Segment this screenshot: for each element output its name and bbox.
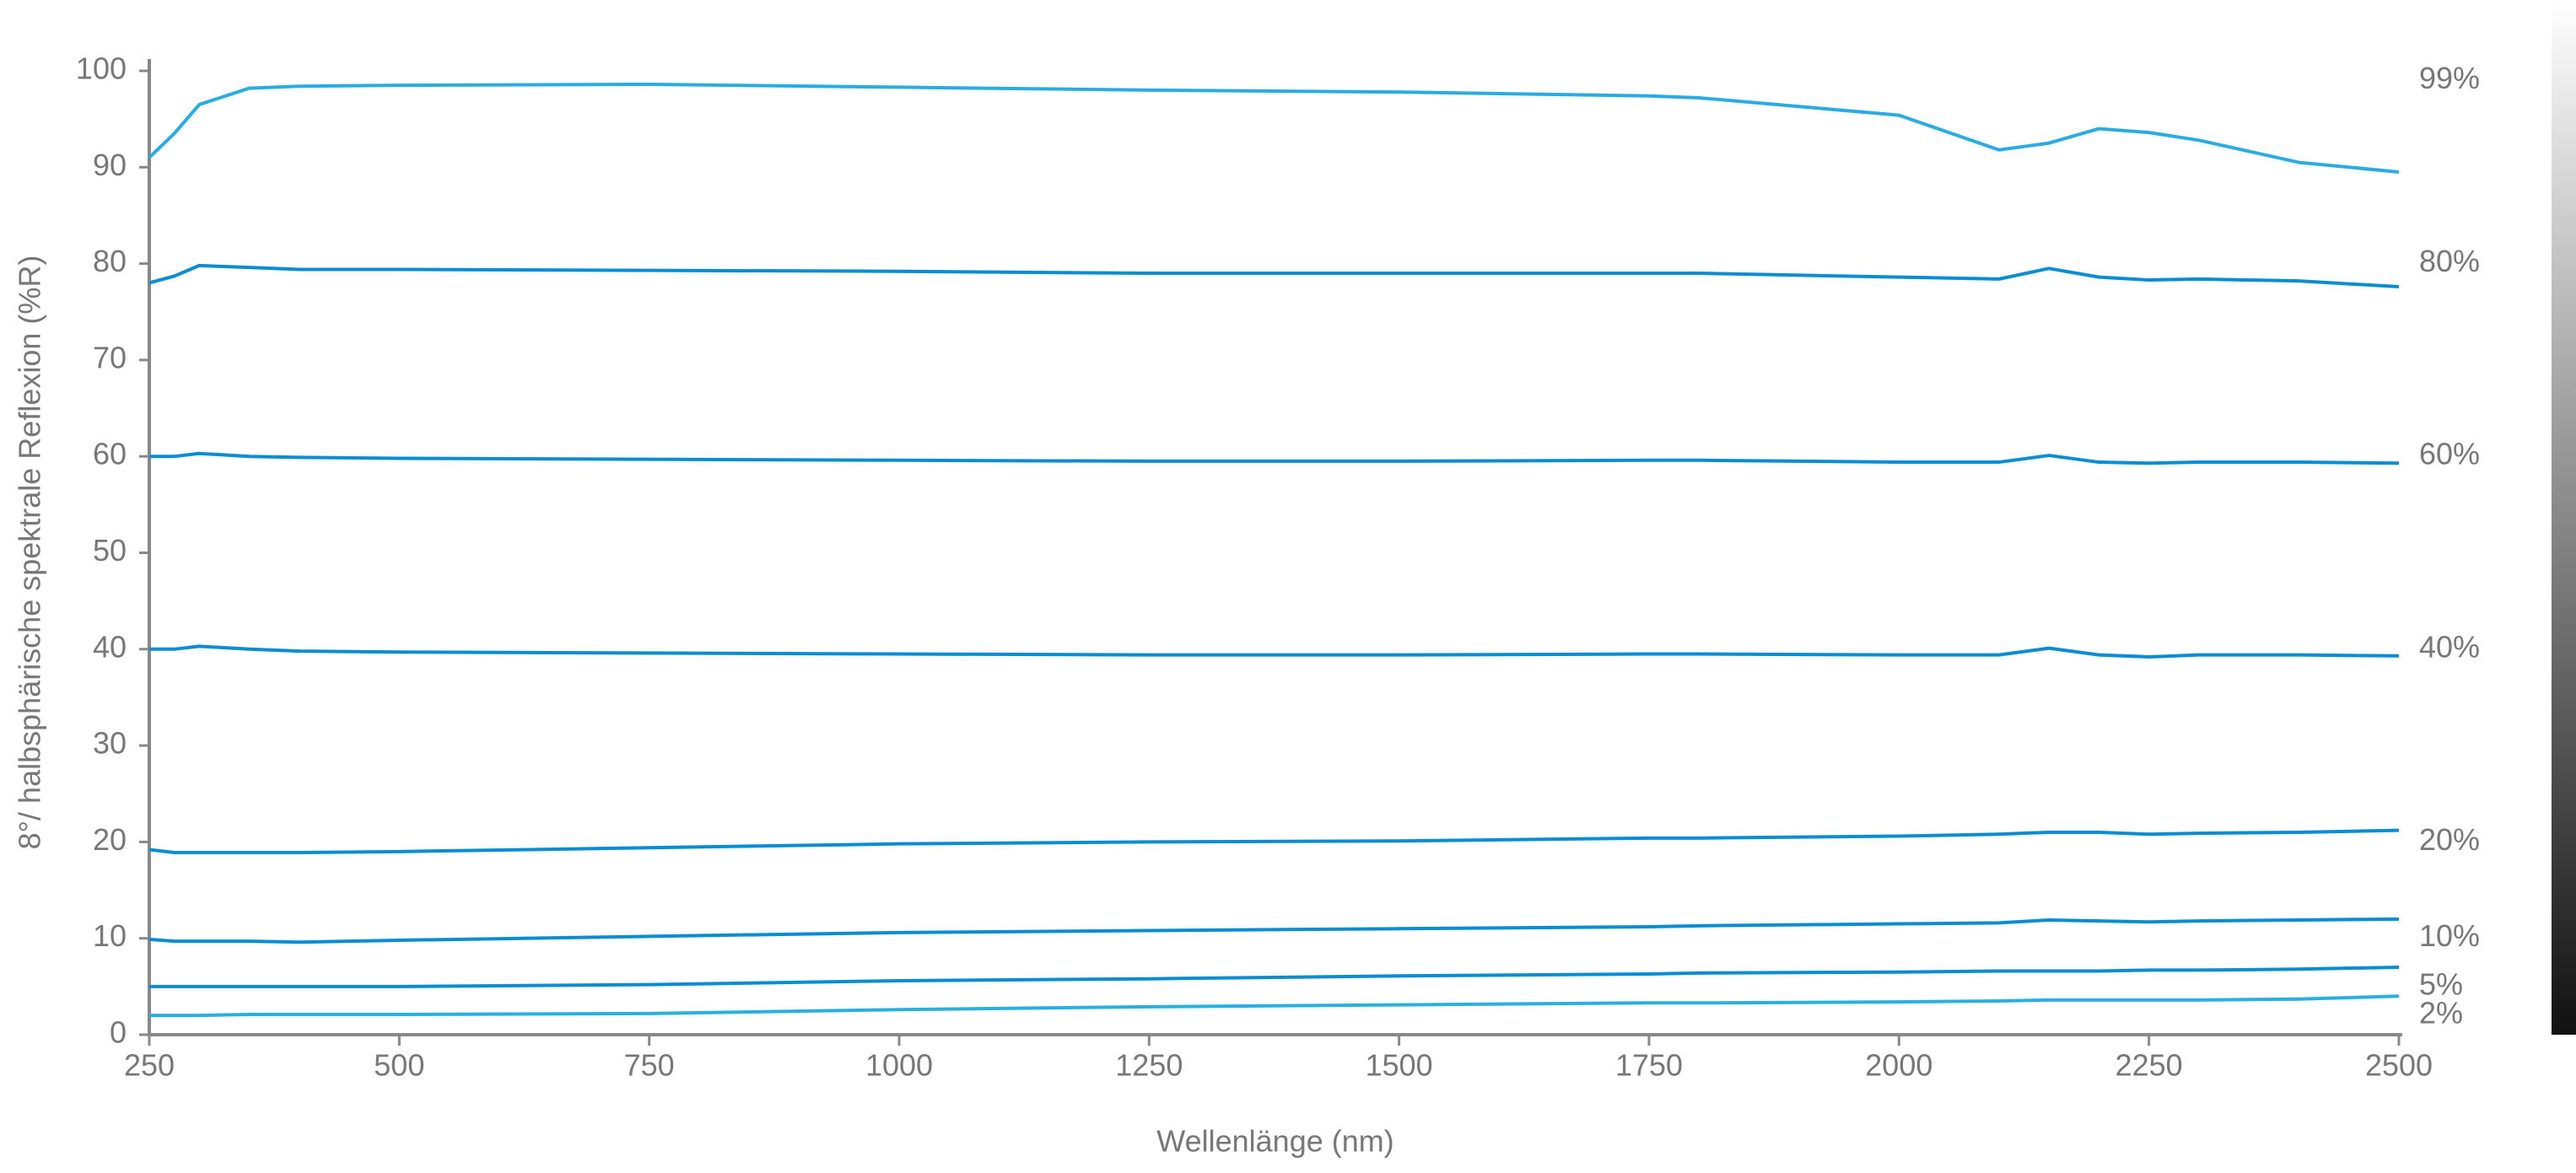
- x-tick-label: 1750: [1615, 1048, 1683, 1083]
- x-tick-label: 1000: [865, 1048, 933, 1083]
- series-label: 60%: [2419, 437, 2480, 471]
- series-line: [148, 83, 2400, 175]
- series-label: 2%: [2419, 996, 2463, 1030]
- x-tick-label: 1500: [1366, 1048, 1433, 1083]
- series-line: [148, 828, 2400, 854]
- series-label: 80%: [2419, 244, 2480, 278]
- y-tick-label: 100: [76, 51, 127, 86]
- y-tick-label: 30: [93, 726, 127, 761]
- y-tick-label: 40: [93, 629, 127, 664]
- series-label: 5%: [2419, 966, 2463, 1001]
- series-label: 40%: [2419, 629, 2480, 664]
- series-line: [149, 451, 2400, 465]
- y-tick-label: 10: [93, 918, 127, 953]
- y-tick-label: 90: [93, 148, 127, 182]
- x-tick-label: 500: [374, 1048, 424, 1083]
- series-line: [149, 965, 2400, 988]
- series-label: 10%: [2419, 918, 2480, 953]
- series-label: 99%: [2419, 61, 2480, 95]
- y-tick-label: 80: [93, 244, 127, 278]
- x-tick-label: 2000: [1865, 1048, 1932, 1083]
- series-line: [149, 644, 2400, 659]
- x-tick-label: 2250: [2115, 1048, 2183, 1083]
- series-line: [148, 263, 2400, 289]
- series-label: 20%: [2419, 822, 2480, 857]
- x-tick-label: 2500: [2365, 1048, 2433, 1083]
- x-tick-label: 250: [124, 1048, 175, 1083]
- y-tick-label: 0: [110, 1015, 127, 1050]
- x-tick-label: 1250: [1115, 1048, 1183, 1083]
- series-line: [148, 917, 2400, 944]
- y-tick-label: 60: [93, 437, 127, 471]
- y-tick-label: 70: [93, 340, 127, 374]
- y-tick-label: 20: [93, 822, 127, 857]
- x-tick-label: 750: [624, 1048, 675, 1083]
- series-line: [149, 994, 2400, 1018]
- gray-scale-bar: [2552, 0, 2576, 1035]
- y-axis-label: 8°/ halbsphärische spektrale Reflexion (…: [13, 256, 47, 850]
- y-tick-label: 50: [93, 533, 127, 568]
- x-axis-label: Wellenlänge (nm): [1156, 1124, 1393, 1159]
